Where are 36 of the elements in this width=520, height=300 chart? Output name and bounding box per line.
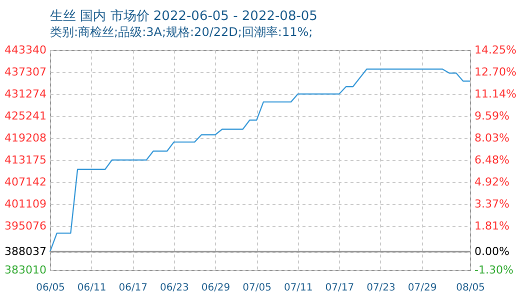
chart-subtitle: 类别:商检丝;品级:3A;规格:20/22D;回潮率:11%; — [50, 25, 313, 39]
x-tick-label: 06/17 — [118, 282, 148, 294]
y2-tick-label: 9.59% — [474, 109, 510, 122]
x-tick-label: 06/11 — [77, 282, 106, 294]
y-tick-label: 388037 — [4, 245, 46, 258]
y2-tick-label: -1.30% — [474, 264, 514, 276]
y2-tick-label: 14.25% — [474, 44, 516, 56]
x-tick-label: 07/05 — [242, 282, 272, 294]
y-tick-label: 407142 — [4, 176, 46, 188]
y-tick-label: 419208 — [4, 132, 46, 144]
x-tick-label: 06/29 — [201, 282, 230, 294]
y2-tick-label: 0.00% — [474, 245, 510, 258]
x-tick-label: 08/05 — [456, 282, 485, 294]
chart-title: 生丝 国内 市场价 2022-06-05 - 2022-08-05 — [50, 9, 318, 24]
y-tick-label: 413175 — [4, 154, 46, 166]
x-tick-label: 06/23 — [160, 282, 189, 294]
y2-tick-label: 3.37% — [474, 197, 510, 210]
x-tick-label: 07/23 — [366, 282, 396, 294]
y-tick-label: 437307 — [4, 66, 46, 78]
y-tick-label: 443340 — [4, 44, 46, 56]
y2-tick-label: 11.14% — [474, 88, 516, 100]
x-tick-label: 07/29 — [408, 282, 437, 294]
y2-tick-label: 4.92% — [474, 176, 510, 188]
x-tick-label: 07/11 — [284, 282, 313, 294]
y-tick-label: 395076 — [4, 220, 46, 232]
y-tick-label: 431274 — [4, 88, 46, 100]
x-tick-label: 06/05 — [36, 282, 65, 294]
y-tick-label: 383010 — [4, 264, 46, 276]
y2-tick-label: 8.03% — [474, 132, 510, 144]
x-tick-label: 07/17 — [325, 282, 354, 294]
y2-tick-label: 1.81% — [474, 220, 510, 232]
y2-tick-label: 12.70% — [474, 65, 516, 78]
y2-tick-label: 6.48% — [474, 153, 510, 166]
y-tick-label: 401109 — [4, 198, 46, 210]
y-tick-label: 425241 — [4, 110, 46, 122]
line-series — [49, 68, 471, 252]
